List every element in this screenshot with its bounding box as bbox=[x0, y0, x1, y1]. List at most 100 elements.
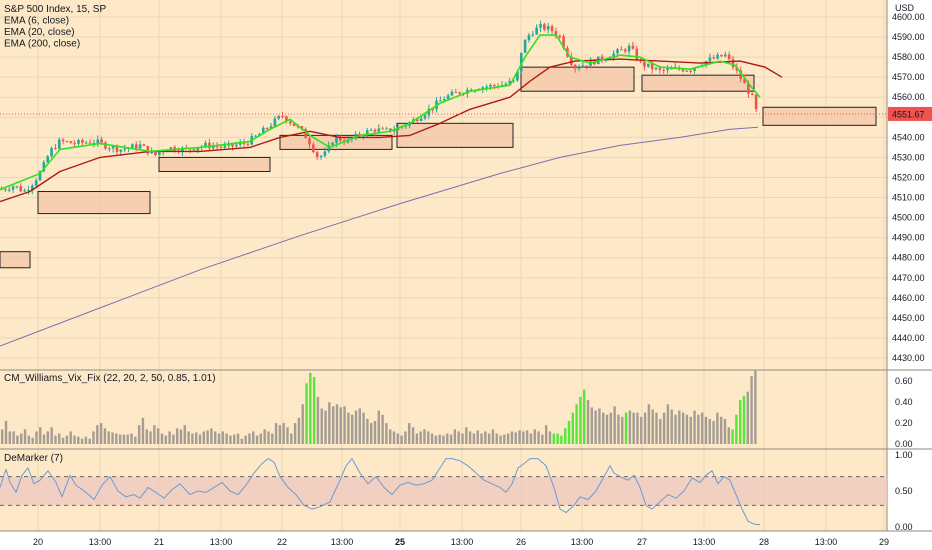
candle-body[interactable] bbox=[331, 142, 334, 146]
candle-body[interactable] bbox=[450, 91, 454, 96]
candle-body[interactable] bbox=[238, 142, 242, 145]
candle-body[interactable] bbox=[635, 48, 639, 61]
candle-body[interactable] bbox=[231, 143, 234, 147]
candle-body[interactable] bbox=[577, 67, 581, 69]
candle-body[interactable] bbox=[650, 63, 654, 70]
candle-body[interactable] bbox=[531, 34, 535, 36]
candle-body[interactable] bbox=[84, 142, 88, 144]
candle-body[interactable] bbox=[312, 144, 315, 153]
candle-body[interactable] bbox=[631, 45, 635, 49]
candle-body[interactable] bbox=[81, 140, 84, 143]
candle-body[interactable] bbox=[627, 45, 631, 52]
candle-body[interactable] bbox=[489, 84, 492, 87]
candle-body[interactable] bbox=[712, 57, 716, 59]
candle-body[interactable] bbox=[612, 53, 615, 59]
candle-body[interactable] bbox=[288, 121, 292, 124]
candle-body[interactable] bbox=[543, 24, 546, 30]
candle-body[interactable] bbox=[362, 135, 365, 137]
candle-body[interactable] bbox=[142, 144, 146, 146]
candle-body[interactable] bbox=[34, 180, 38, 186]
candle-body[interactable] bbox=[416, 119, 419, 121]
candle-body[interactable] bbox=[616, 49, 619, 54]
candle-body[interactable] bbox=[254, 135, 257, 137]
candle-body[interactable] bbox=[731, 59, 735, 68]
candle-body[interactable] bbox=[373, 129, 377, 132]
candle-body[interactable] bbox=[662, 69, 665, 71]
candle-body[interactable] bbox=[277, 115, 280, 119]
candle-body[interactable] bbox=[308, 138, 311, 145]
candle-body[interactable] bbox=[292, 123, 296, 126]
candle-body[interactable] bbox=[454, 91, 458, 93]
candle-body[interactable] bbox=[146, 145, 150, 154]
candle-body[interactable] bbox=[365, 130, 369, 136]
candle-body[interactable] bbox=[335, 136, 338, 143]
candle-body[interactable] bbox=[369, 129, 373, 131]
candle-body[interactable] bbox=[73, 143, 76, 145]
candle-body[interactable] bbox=[23, 190, 26, 192]
candle-body[interactable] bbox=[123, 148, 126, 150]
candle-body[interactable] bbox=[100, 139, 103, 143]
candle-body[interactable] bbox=[246, 143, 250, 145]
demand-zone[interactable] bbox=[0, 251, 31, 269]
candle-body[interactable] bbox=[720, 54, 723, 57]
candle-body[interactable] bbox=[204, 142, 207, 147]
candle-body[interactable] bbox=[431, 108, 434, 110]
candle-body[interactable] bbox=[620, 49, 623, 51]
candle-body[interactable] bbox=[608, 58, 612, 60]
demand-zone[interactable] bbox=[158, 156, 271, 172]
demand-zone[interactable] bbox=[641, 74, 755, 92]
candle-body[interactable] bbox=[493, 84, 496, 86]
candle-body[interactable] bbox=[600, 56, 604, 61]
candle-body[interactable] bbox=[546, 26, 550, 30]
candle-body[interactable] bbox=[385, 128, 388, 130]
candle-body[interactable] bbox=[481, 87, 485, 90]
candle-body[interactable] bbox=[516, 71, 519, 81]
candle-body[interactable] bbox=[573, 64, 577, 69]
candle-body[interactable] bbox=[743, 78, 746, 84]
candle-body[interactable] bbox=[235, 144, 238, 147]
candle-body[interactable] bbox=[108, 148, 111, 150]
candle-body[interactable] bbox=[681, 69, 685, 72]
candle-body[interactable] bbox=[4, 189, 7, 191]
candle-body[interactable] bbox=[750, 93, 754, 95]
candle-body[interactable] bbox=[485, 86, 488, 88]
candle-body[interactable] bbox=[92, 142, 96, 144]
candle-body[interactable] bbox=[215, 146, 219, 148]
candle-body[interactable] bbox=[550, 26, 554, 32]
candle-body[interactable] bbox=[242, 142, 246, 144]
candle-body[interactable] bbox=[562, 36, 565, 49]
candle-body[interactable] bbox=[169, 147, 173, 150]
candle-body[interactable] bbox=[716, 54, 719, 59]
candle-body[interactable] bbox=[377, 128, 381, 132]
candle-body[interactable] bbox=[623, 49, 627, 52]
candle-body[interactable] bbox=[46, 156, 49, 163]
candle-body[interactable] bbox=[423, 115, 427, 119]
candle-body[interactable] bbox=[285, 116, 288, 122]
candle-body[interactable] bbox=[670, 68, 673, 70]
candle-body[interactable] bbox=[31, 185, 34, 190]
candle-body[interactable] bbox=[315, 152, 319, 157]
demand-zone[interactable] bbox=[762, 106, 877, 126]
demand-zone[interactable] bbox=[396, 122, 514, 148]
candle-body[interactable] bbox=[65, 141, 69, 143]
candle-body[interactable] bbox=[389, 128, 392, 132]
demand-zone[interactable] bbox=[520, 66, 635, 92]
candle-body[interactable] bbox=[535, 27, 538, 35]
candle-body[interactable] bbox=[708, 57, 712, 62]
candle-body[interactable] bbox=[323, 151, 327, 156]
candle-body[interactable] bbox=[693, 67, 696, 71]
candle-body[interactable] bbox=[300, 126, 304, 130]
candle-body[interactable] bbox=[61, 139, 65, 142]
candle-body[interactable] bbox=[643, 61, 646, 67]
candle-body[interactable] bbox=[111, 146, 115, 149]
candle-body[interactable] bbox=[404, 125, 408, 127]
candle-body[interactable] bbox=[262, 127, 265, 134]
candle-body[interactable] bbox=[196, 148, 200, 151]
candle-body[interactable] bbox=[658, 67, 662, 70]
candle-body[interactable] bbox=[77, 140, 80, 144]
candle-body[interactable] bbox=[327, 145, 331, 152]
candle-body[interactable] bbox=[96, 139, 100, 143]
candle-body[interactable] bbox=[158, 151, 161, 156]
candle-body[interactable] bbox=[115, 146, 119, 152]
